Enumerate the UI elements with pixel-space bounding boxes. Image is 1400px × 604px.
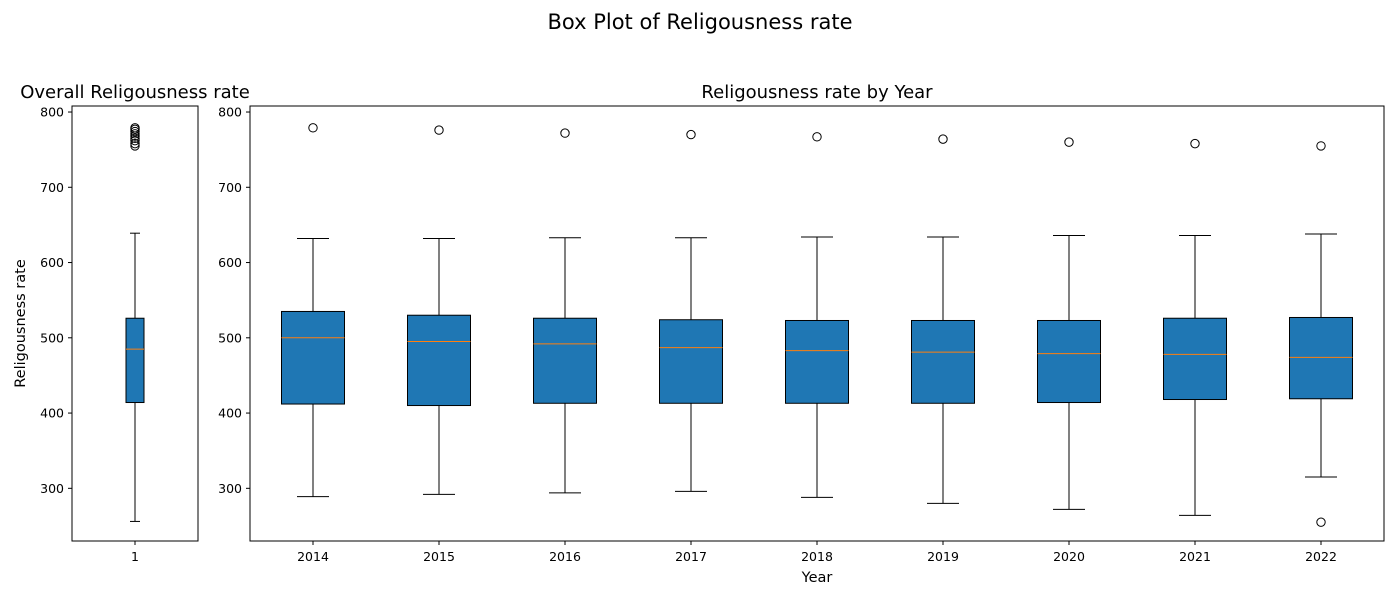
box-2022	[1289, 141, 1353, 527]
outlier-point	[938, 134, 948, 144]
by-year-panel: Religousness rate by Year Year 300 400 500…	[218, 82, 1385, 586]
outlier-point	[1316, 141, 1326, 151]
outlier-point	[130, 135, 140, 146]
x-tick-label: 2022	[1305, 549, 1337, 564]
box-2019	[911, 134, 975, 504]
y-tick-label: 700	[218, 180, 242, 195]
box-2017	[659, 129, 723, 492]
iqr-box	[1037, 319, 1101, 404]
iqr-box	[407, 314, 471, 407]
box-2015	[407, 125, 471, 495]
box-2018	[785, 132, 849, 498]
outlier-point	[560, 128, 570, 138]
box-2020	[1037, 137, 1101, 510]
box-1	[125, 123, 145, 522]
overall-panel: Overall Religousness rate Religousness r…	[13, 82, 250, 564]
y-tick-label: 800	[40, 105, 64, 120]
iqr-box	[659, 319, 723, 404]
iqr-box	[281, 310, 345, 405]
y-tick-label: 600	[218, 255, 242, 270]
y-tick-label: 300	[40, 481, 64, 496]
y-tick-label: 300	[218, 481, 242, 496]
outlier-point	[1064, 137, 1074, 147]
iqr-box	[1289, 316, 1353, 400]
iqr-box	[125, 317, 145, 404]
outlier-point	[686, 129, 696, 140]
by-year-panel-title: Religousness rate by Year	[701, 82, 933, 103]
outlier-point	[130, 138, 140, 149]
x-tick-label: 2018	[801, 549, 833, 564]
x-tick-label: 2014	[297, 549, 329, 564]
box-2016	[533, 128, 597, 494]
x-tick-label: 2016	[549, 549, 581, 564]
x-tick-label: 2015	[423, 549, 455, 564]
chart-suptitle: Box Plot of Religousness rate	[548, 10, 853, 34]
outlier-point	[308, 123, 318, 133]
outlier-point	[130, 126, 140, 137]
y-tick-label: 800	[218, 105, 242, 120]
iqr-box	[533, 317, 597, 404]
outlier-point	[130, 133, 140, 144]
y-tick-label: 600	[40, 255, 64, 270]
x-tick-label: 2020	[1053, 549, 1085, 564]
outlier-point	[130, 123, 140, 133]
plot-frame	[71, 105, 199, 542]
x-tick-label: 2019	[927, 549, 959, 564]
plot-frame	[249, 105, 1385, 542]
outlier-point	[130, 141, 140, 151]
iqr-box	[1163, 317, 1227, 401]
iqr-box	[785, 319, 849, 404]
iqr-box	[911, 319, 975, 404]
box-2014	[281, 123, 345, 498]
y-tick-label: 400	[218, 406, 242, 421]
by-year-x-axis-label: Year	[801, 570, 833, 586]
overall-y-axis-label: Religousness rate	[13, 259, 29, 388]
outlier-point	[1190, 138, 1200, 149]
y-tick-label: 700	[40, 180, 64, 195]
x-tick-label: 2021	[1179, 549, 1211, 564]
outlier-point	[434, 125, 444, 135]
y-tick-label: 500	[40, 330, 64, 345]
x-tick-label: 1	[131, 549, 139, 564]
y-tick-label: 400	[40, 406, 64, 421]
outlier-point	[130, 129, 140, 139]
y-tick-label: 500	[218, 330, 242, 345]
outlier-point	[1316, 517, 1326, 527]
outlier-point	[812, 132, 822, 142]
box-2021	[1163, 138, 1227, 516]
x-tick-label: 2017	[675, 549, 707, 564]
overall-panel-title: Overall Religousness rate	[20, 82, 250, 103]
